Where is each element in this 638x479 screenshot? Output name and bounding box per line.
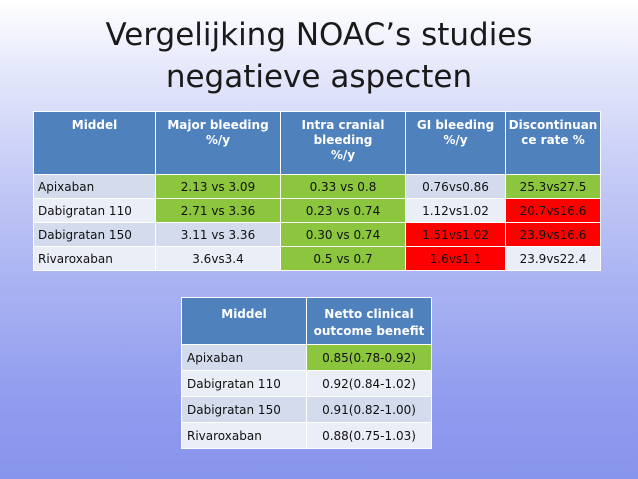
header-middel: Middel <box>33 111 156 175</box>
cell-intra-cranial-bleeding: 0.5 vs 0.7 <box>280 246 406 271</box>
header-line: GI bleeding <box>416 118 495 132</box>
cell-major-bleeding: 2.71 vs 3.36 <box>155 198 281 223</box>
slide-title-line-1: Vergelijking NOAC’s studies <box>105 17 533 53</box>
table-row: Dabigratan 150 3.11 vs 3.36 0.30 vs 0.74… <box>33 222 601 247</box>
header-line: Middel <box>71 118 118 132</box>
cell-intra-cranial-bleeding: 0.30 vs 0.74 <box>280 222 406 247</box>
table-row: Rivaroxaban 3.6vs3.4 0.5 vs 0.7 1.6vs1.1… <box>33 246 601 271</box>
cell-gi-bleeding: 1.51vs1.02 <box>405 222 506 247</box>
cell-drug-name: Dabigratan 110 <box>181 370 307 397</box>
header-line: %/y <box>205 133 231 147</box>
header-line: bleeding <box>313 133 373 147</box>
header-line: Middel <box>221 307 267 321</box>
table-row: Rivaroxaban 0.88(0.75-1.03) <box>181 422 432 449</box>
cell-drug-name: Dabigratan 110 <box>33 198 156 223</box>
cell-discontinuation-rate: 23.9vs16.6 <box>505 222 601 247</box>
cell-drug-name: Apixaban <box>33 174 156 199</box>
cell-drug-name: Dabigratan 150 <box>33 222 156 247</box>
cell-discontinuation-rate: 23.9vs22.4 <box>505 246 601 271</box>
cell-net-benefit: 0.85(0.78-0.92) <box>306 344 432 371</box>
header-line: outcome benefit <box>313 324 425 338</box>
comparison-table: Middel Major bleeding %/y Intra cranial … <box>33 111 601 271</box>
cell-discontinuation-rate: 20.7vs16.6 <box>505 198 601 223</box>
header-line: Discontinuan <box>508 118 598 132</box>
table-row: Dabigratan 110 2.71 vs 3.36 0.23 vs 0.74… <box>33 198 601 223</box>
header-line: Netto clinical <box>324 307 414 321</box>
header-middel: Middel <box>181 297 307 345</box>
header-intra-cranial-bleeding: Intra cranial bleeding %/y <box>280 111 406 175</box>
cell-major-bleeding: 3.11 vs 3.36 <box>155 222 281 247</box>
cell-intra-cranial-bleeding: 0.23 vs 0.74 <box>280 198 406 223</box>
net-clinical-benefit-table: Middel Netto clinical outcome benefit Ap… <box>181 297 432 449</box>
table-row: Apixaban 0.85(0.78-0.92) <box>181 344 432 371</box>
table-header-row: Middel Netto clinical outcome benefit <box>181 297 432 345</box>
cell-drug-name: Rivaroxaban <box>181 422 307 449</box>
header-netto-clinical-outcome-benefit: Netto clinical outcome benefit <box>306 297 432 345</box>
header-major-bleeding: Major bleeding %/y <box>155 111 281 175</box>
cell-drug-name: Dabigratan 150 <box>181 396 307 423</box>
header-line: Intra cranial <box>301 118 385 132</box>
cell-net-benefit: 0.88(0.75-1.03) <box>306 422 432 449</box>
cell-gi-bleeding: 1.6vs1.1 <box>405 246 506 271</box>
header-gi-bleeding: GI bleeding %/y <box>405 111 506 175</box>
table-row: Dabigratan 110 0.92(0.84-1.02) <box>181 370 432 397</box>
table-row: Apixaban 2.13 vs 3.09 0.33 vs 0.8 0.76vs… <box>33 174 601 199</box>
slide-title-line-2: negatieve aspecten <box>165 59 473 95</box>
cell-gi-bleeding: 1.12vs1.02 <box>405 198 506 223</box>
cell-discontinuation-rate: 25.3vs27.5 <box>505 174 601 199</box>
table-row: Dabigratan 150 0.91(0.82-1.00) <box>181 396 432 423</box>
table-header-row: Middel Major bleeding %/y Intra cranial … <box>33 111 601 175</box>
cell-intra-cranial-bleeding: 0.33 vs 0.8 <box>280 174 406 199</box>
header-line: ce rate % <box>521 133 585 147</box>
header-line: Major bleeding <box>167 118 269 132</box>
slide-title: Vergelijking NOAC’s studies negatieve as… <box>0 14 638 98</box>
cell-major-bleeding: 3.6vs3.4 <box>155 246 281 271</box>
header-line: %/y <box>330 148 356 162</box>
cell-major-bleeding: 2.13 vs 3.09 <box>155 174 281 199</box>
cell-net-benefit: 0.91(0.82-1.00) <box>306 396 432 423</box>
header-line: %/y <box>443 133 468 147</box>
cell-drug-name: Rivaroxaban <box>33 246 156 271</box>
cell-gi-bleeding: 0.76vs0.86 <box>405 174 506 199</box>
cell-drug-name: Apixaban <box>181 344 307 371</box>
cell-net-benefit: 0.92(0.84-1.02) <box>306 370 432 397</box>
header-discontinuation-rate: Discontinuan ce rate % <box>505 111 601 175</box>
